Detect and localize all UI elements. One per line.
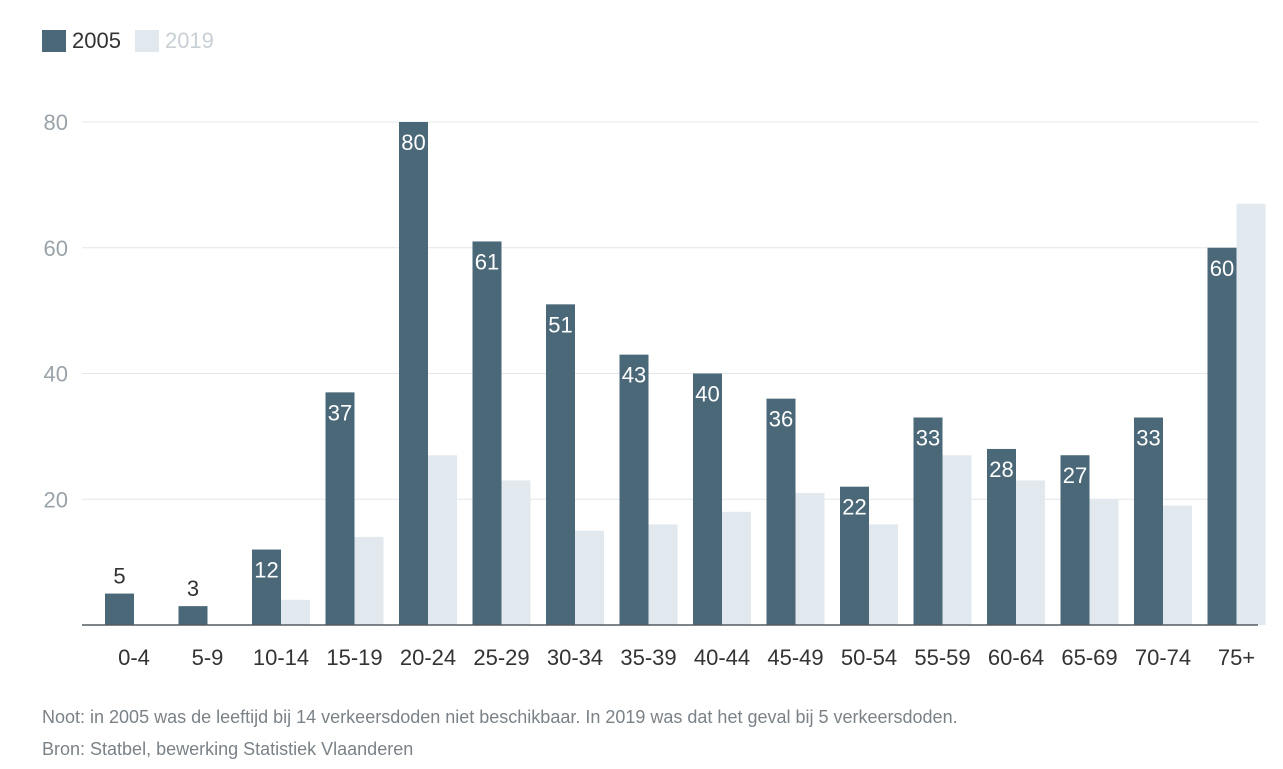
- x-tick-label-75+: 75+: [1218, 645, 1255, 670]
- y-tick-label-20: 20: [44, 487, 68, 512]
- x-tick-label-25-29: 25-29: [473, 645, 529, 670]
- legend-label-2019: 2019: [164, 28, 214, 53]
- bar-2019-10-14: [281, 599, 310, 625]
- bar-2019-40-44: [722, 511, 751, 625]
- y-tick-label-80: 80: [44, 110, 68, 135]
- bar-2005-60-64: [987, 448, 1016, 625]
- data-label-2005-65-69: 27: [1063, 463, 1087, 488]
- legend-label-2005: 2005: [72, 28, 121, 53]
- x-tick-label-20-24: 20-24: [400, 645, 456, 670]
- bar-2005-65-69: [1060, 455, 1090, 625]
- bar-2019-70-74: [1163, 505, 1192, 625]
- bar-2019-60-64: [1016, 480, 1045, 625]
- x-tick-label-55-59: 55-59: [914, 645, 970, 670]
- bar-2005-50-54: [840, 486, 869, 625]
- bar-2019-30-34: [575, 530, 604, 625]
- bar-2005-45-49: [766, 398, 796, 625]
- bar-2019-25-29: [501, 480, 531, 625]
- chart-note: Noot: in 2005 was de leeftijd bij 14 ver…: [42, 707, 958, 727]
- bar-2005-30-34: [546, 304, 575, 625]
- y-tick-label-40: 40: [44, 362, 68, 387]
- bar-2005-40-44: [693, 373, 722, 625]
- bar-2019-45-49: [795, 492, 825, 625]
- x-tick-label-50-54: 50-54: [841, 645, 897, 670]
- bar-2005-70-74: [1134, 417, 1163, 625]
- data-label-2005-35-39: 43: [622, 363, 646, 388]
- bar-2019-35-39: [648, 524, 678, 625]
- bar-2019-65-69: [1089, 499, 1119, 625]
- data-label-2005-60-64: 28: [989, 457, 1013, 482]
- x-tick-label-15-19: 15-19: [326, 645, 382, 670]
- bar-2005-55-59: [913, 417, 943, 625]
- x-tick-label-70-74: 70-74: [1135, 645, 1191, 670]
- bar-2005-35-39: [619, 354, 649, 625]
- bar-2019-50-54: [869, 524, 898, 625]
- bar-2005-75+: [1207, 247, 1237, 625]
- data-label-2005-50-54: 22: [842, 495, 866, 520]
- chart-legend: 2005 2019: [42, 28, 228, 54]
- bar-2005-20-24: [399, 122, 428, 625]
- bar-2019-15-19: [354, 536, 384, 625]
- data-label-2005-15-19: 37: [328, 400, 352, 425]
- data-label-2005-0-4: 5: [113, 564, 125, 589]
- bar-2005-15-19: [325, 392, 355, 625]
- data-label-2005-10-14: 12: [254, 558, 278, 583]
- x-tick-label-0-4: 0-4: [118, 645, 150, 670]
- x-tick-label-35-39: 35-39: [620, 645, 676, 670]
- x-tick-label-40-44: 40-44: [694, 645, 750, 670]
- data-label-2005-5-9: 3: [187, 576, 199, 601]
- data-label-2005-20-24: 80: [401, 130, 425, 155]
- legend-item-2019[interactable]: 2019: [134, 28, 214, 54]
- x-tick-label-5-9: 5-9: [192, 645, 224, 670]
- bar-2005-10-14: [252, 549, 281, 625]
- bar-2005-25-29: [472, 241, 502, 625]
- data-label-2005-75+: 60: [1210, 256, 1234, 281]
- data-label-2005-55-59: 33: [916, 426, 940, 451]
- bar-2019-55-59: [942, 455, 972, 625]
- x-tick-label-60-64: 60-64: [988, 645, 1044, 670]
- legend-swatch-2005: [42, 30, 66, 52]
- bar-2005-5-9: [178, 606, 208, 625]
- x-tick-label-30-34: 30-34: [547, 645, 603, 670]
- data-label-2005-40-44: 40: [695, 382, 719, 407]
- bar-2005-0-4: [105, 593, 134, 625]
- y-tick-label-60: 60: [44, 236, 68, 261]
- data-label-2005-25-29: 61: [475, 249, 499, 274]
- x-tick-label-10-14: 10-14: [253, 645, 309, 670]
- legend-item-2005[interactable]: 2005: [42, 28, 121, 54]
- data-label-2005-70-74: 33: [1136, 426, 1160, 451]
- chart-source: Bron: Statbel, bewerking Statistiek Vlaa…: [42, 739, 414, 759]
- x-tick-label-45-49: 45-49: [767, 645, 823, 670]
- data-label-2005-30-34: 51: [548, 312, 572, 337]
- legend-swatch-2019: [134, 30, 159, 52]
- data-label-2005-45-49: 36: [769, 407, 793, 432]
- bar-2019-75+: [1236, 203, 1266, 626]
- x-tick-label-65-69: 65-69: [1061, 645, 1117, 670]
- bar-2019-20-24: [428, 455, 457, 625]
